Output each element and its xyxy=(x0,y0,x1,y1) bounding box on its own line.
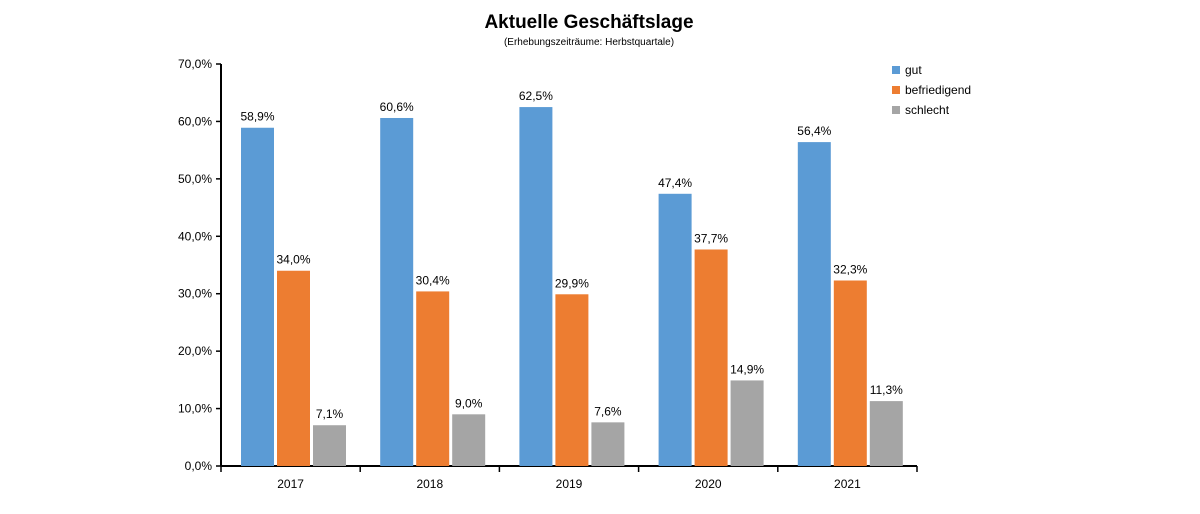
bar-befriedigend-2020 xyxy=(694,249,728,466)
data-labels: 58,9% 34,0% 7,1% 60,6% 30,4% 9,0% 62,5% 29,9% 7,… xyxy=(240,89,903,421)
data-label-schlecht-2019: 7,6% xyxy=(594,404,622,418)
x-tick-label: 2019 xyxy=(556,477,583,491)
data-label-schlecht-2018: 9,0% xyxy=(455,396,483,410)
y-tick-label: 10,0% xyxy=(178,402,212,416)
y-tick-label: 20,0% xyxy=(178,344,212,358)
x-tick-label: 2018 xyxy=(416,477,443,491)
bar-schlecht-2018 xyxy=(452,414,486,466)
y-tick-label: 70,0% xyxy=(178,57,212,71)
data-label-schlecht-2017: 7,1% xyxy=(316,407,344,421)
bar-befriedigend-2018 xyxy=(416,291,450,466)
bars xyxy=(241,107,903,467)
legend-label-befriedigend: befriedigend xyxy=(905,83,971,97)
x-tick-label: 2017 xyxy=(277,477,304,491)
bar-gut-2017 xyxy=(241,127,274,466)
data-label-gut-2017: 58,9% xyxy=(240,110,274,124)
legend-swatch-gut xyxy=(892,66,900,74)
bar-befriedigend-2019 xyxy=(555,294,589,466)
chart-subtitle: (Erhebungszeiträume: Herbstquartale) xyxy=(504,37,674,48)
y-tick-label: 30,0% xyxy=(178,287,212,301)
legend-swatch-befriedigend xyxy=(892,86,900,94)
bar-schlecht-2017 xyxy=(313,425,346,466)
chart-title: Aktuelle Geschäftslage xyxy=(484,12,693,33)
data-label-gut-2021: 56,4% xyxy=(797,124,831,138)
bar-befriedigend-2021 xyxy=(833,280,867,466)
y-tick-label: 40,0% xyxy=(178,229,212,243)
data-label-befriedigend-2021: 32,3% xyxy=(833,263,867,277)
data-label-schlecht-2021: 11,3% xyxy=(870,383,903,397)
legend-label-gut: gut xyxy=(905,63,922,77)
bar-gut-2020 xyxy=(658,193,692,466)
x-tick-label: 2021 xyxy=(834,477,861,491)
legend-swatch-schlecht xyxy=(892,106,900,114)
data-label-befriedigend-2018: 30,4% xyxy=(416,273,450,287)
bar-gut-2018 xyxy=(380,117,414,467)
y-axis: 0,0% 10,0% 20,0% 30,0% 40,0% 50,0% 60,0% 70,0% xyxy=(178,57,222,473)
bar-gut-2019 xyxy=(519,107,553,467)
data-label-gut-2019: 62,5% xyxy=(519,89,553,103)
data-label-befriedigend-2017: 34,0% xyxy=(276,253,310,267)
x-axis: 2017 2018 2019 2020 2021 xyxy=(220,465,918,491)
y-tick-label: 0,0% xyxy=(185,459,213,473)
x-tick-label: 2020 xyxy=(695,477,722,491)
y-tick-label: 50,0% xyxy=(178,172,212,186)
bar-gut-2021 xyxy=(797,142,831,467)
bar-befriedigend-2017 xyxy=(277,270,310,466)
bar-schlecht-2020 xyxy=(730,380,764,466)
data-label-befriedigend-2019: 29,9% xyxy=(555,276,589,290)
legend-label-schlecht: schlecht xyxy=(905,103,950,117)
data-label-gut-2018: 60,6% xyxy=(380,100,414,114)
legend: gut befriedigend schlecht xyxy=(892,63,971,117)
bar-schlecht-2021 xyxy=(869,401,903,466)
data-label-gut-2020: 47,4% xyxy=(658,176,692,190)
bar-schlecht-2019 xyxy=(591,422,625,466)
y-tick-label: 60,0% xyxy=(178,114,212,128)
data-label-schlecht-2020: 14,9% xyxy=(730,362,764,376)
data-label-befriedigend-2020: 37,7% xyxy=(694,231,728,245)
